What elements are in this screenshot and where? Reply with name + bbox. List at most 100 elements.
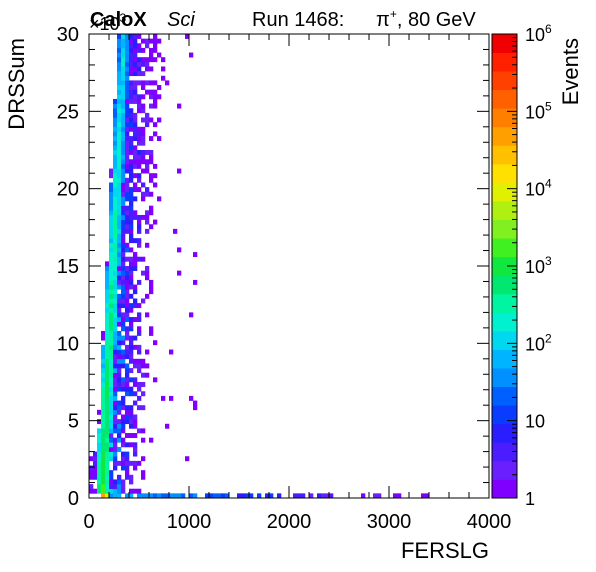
heatmap-cell — [153, 340, 158, 346]
heatmap-cell — [137, 395, 142, 401]
heatmap-cell — [125, 377, 130, 383]
heatmap-cell — [117, 437, 122, 443]
colorbar-segment — [492, 479, 517, 499]
heatmap-cell — [153, 80, 158, 86]
y-tick-label: 30 — [57, 24, 79, 46]
heatmap-cell — [109, 414, 114, 420]
heatmap-cell — [129, 214, 134, 220]
heatmap-cell — [161, 66, 166, 72]
heatmap-cell — [117, 214, 122, 220]
heatmap-cell — [121, 131, 126, 137]
heatmap-cells — [89, 34, 430, 499]
heatmap-cell — [113, 108, 118, 114]
heatmap-cell — [181, 493, 186, 499]
heatmap-cell — [153, 219, 158, 225]
heatmap-cell — [105, 474, 110, 480]
x-tick-label: 3000 — [367, 511, 412, 533]
heatmap-cell — [121, 34, 126, 39]
heatmap-cell — [133, 154, 138, 160]
heatmap-cell — [105, 484, 110, 490]
heatmap-cell — [101, 433, 106, 438]
heatmap-cell — [109, 377, 114, 383]
heatmap-cell — [157, 52, 162, 58]
heatmap-cell — [145, 187, 150, 193]
heatmap-cell — [117, 270, 122, 276]
heatmap-cell — [133, 419, 138, 425]
colorbar-tick-label: 106 — [525, 22, 552, 45]
heatmap-cell — [141, 405, 146, 411]
heatmap-cell — [121, 47, 126, 53]
heatmap-cell — [105, 428, 110, 434]
heatmap-cell — [113, 442, 118, 448]
x-tick-label: 0 — [83, 511, 94, 533]
heatmap-cell — [153, 38, 158, 44]
heatmap-cell — [129, 317, 134, 322]
heatmap-cell — [237, 493, 242, 499]
heatmap-cell — [113, 428, 118, 434]
heatmap-cell — [133, 66, 138, 72]
heatmap-cell — [133, 122, 138, 128]
heatmap-cell — [133, 238, 138, 244]
heatmap-cell — [113, 479, 118, 485]
x-axis-title: FERSLG — [401, 538, 489, 563]
heatmap-cell — [241, 493, 246, 499]
heatmap-cell — [121, 479, 126, 485]
heatmap-cell — [117, 80, 122, 86]
heatmap-cell — [97, 479, 102, 485]
heatmap-cell — [125, 98, 130, 104]
heatmap-cell — [109, 363, 114, 369]
heatmap-cell — [101, 391, 106, 397]
heatmap-cell — [145, 163, 150, 169]
heatmap-cell — [149, 80, 154, 86]
heatmap-cell — [133, 126, 138, 132]
heatmap-cell — [137, 71, 142, 77]
heatmap-cell — [137, 405, 142, 411]
heatmap-cell — [137, 326, 142, 332]
heatmap-cell — [109, 307, 114, 313]
plot-area — [88, 33, 490, 499]
heatmap-cell — [125, 112, 130, 118]
heatmap-cell — [133, 214, 138, 220]
heatmap-cell — [125, 303, 130, 309]
heatmap-cell — [109, 340, 114, 346]
heatmap-cell — [101, 437, 106, 443]
heatmap-cell — [109, 409, 114, 415]
heatmap-cell — [109, 298, 114, 304]
y-tick-label: 10 — [57, 333, 79, 355]
heatmap-cell — [153, 182, 158, 188]
heatmap-cell — [113, 182, 118, 188]
heatmap-cell — [129, 52, 134, 58]
heatmap-cell — [193, 400, 198, 406]
heatmap-cell — [109, 182, 114, 188]
heatmap-cell — [93, 470, 98, 476]
heatmap-cell — [117, 377, 122, 383]
y-axis: 0 5 10 15 20 25 30 — [57, 24, 489, 510]
heatmap-cell — [141, 382, 146, 387]
heatmap-cell — [113, 368, 118, 374]
heatmap-cell — [141, 196, 146, 202]
heatmap-cell — [117, 187, 122, 193]
heatmap-cell — [249, 493, 254, 499]
heatmap-cell — [117, 298, 122, 304]
heatmap-cell — [121, 317, 126, 322]
heatmap-cell — [133, 344, 138, 350]
heatmap-cell — [113, 298, 118, 304]
heatmap-cell — [117, 112, 122, 118]
heatmap-cell — [125, 474, 130, 480]
heatmap-cell — [141, 182, 146, 188]
heatmap-cell — [97, 465, 102, 471]
heatmap-cell — [113, 382, 118, 387]
heatmap-cell — [101, 451, 106, 457]
colorbar-tick-label: 105 — [525, 99, 552, 122]
heatmap-cell — [129, 247, 134, 253]
heatmap-cell — [125, 57, 130, 63]
heatmap-cell — [149, 493, 154, 499]
heatmap-cell — [153, 43, 158, 49]
heatmap-cell — [117, 182, 122, 188]
heatmap-cell — [133, 303, 138, 309]
heatmap-cell — [133, 187, 138, 193]
heatmap-cell — [113, 228, 118, 234]
colorbar-segment — [492, 238, 517, 258]
heatmap-cell — [117, 433, 122, 438]
heatmap-cell — [117, 34, 122, 39]
